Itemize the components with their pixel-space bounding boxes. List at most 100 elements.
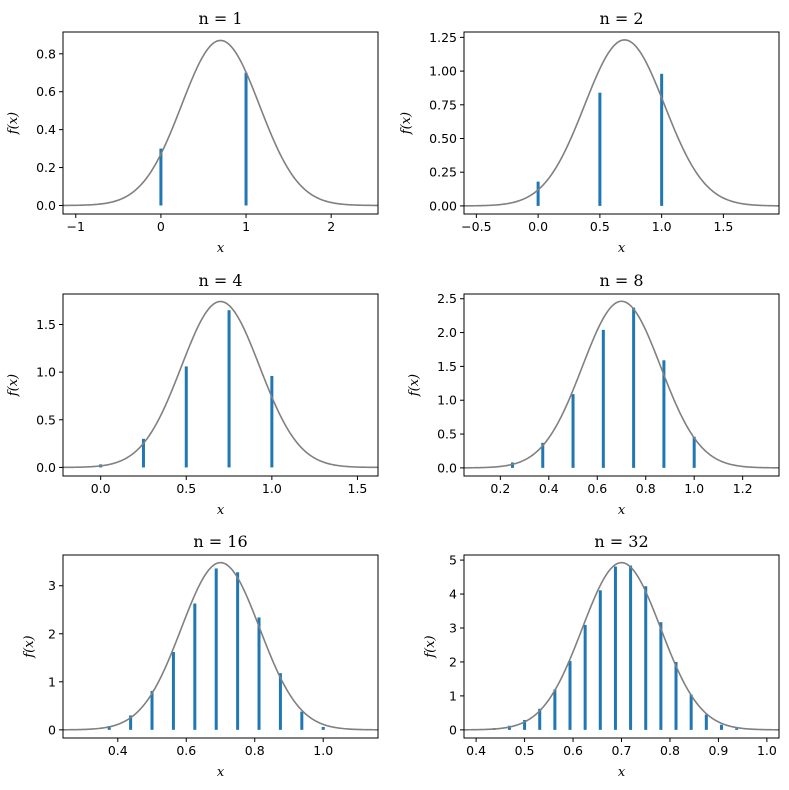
x-tick-label: 0.6: [587, 481, 607, 496]
bar: [613, 566, 617, 730]
chart-title: n = 8: [599, 271, 643, 290]
y-axis-label: f(x): [6, 374, 21, 397]
density-curve: [464, 561, 779, 731]
y-tick-label: 1.0: [437, 393, 457, 408]
x-tick-label: 1.5: [713, 219, 733, 234]
bar: [129, 715, 133, 730]
bar: [141, 438, 145, 468]
y-tick-label: 0.00: [429, 198, 457, 213]
bar: [568, 660, 572, 730]
density-curve: [63, 561, 378, 731]
x-tick-label: 0.8: [245, 743, 265, 758]
y-tick-label: 0.25: [429, 165, 457, 180]
bar: [692, 436, 696, 468]
subplot-6: 0.4 0.5 0.6 0.7 0.8 0.9 1.0 0 1 2 3 4 5 n = 32 x f(x): [423, 532, 780, 780]
y-tick-label: 1.00: [429, 64, 457, 79]
subplot-1: −1 0 1 2 0.0 0.2 0.4 0.6 0.8 n = 1 x f(x): [6, 9, 379, 256]
density-curve: [63, 39, 378, 207]
x-tick-label: 1.0: [652, 219, 672, 234]
x-tick-label: 0.6: [176, 743, 196, 758]
x-tick-label: −1: [67, 219, 85, 234]
y-tick-label: 0.8: [36, 46, 56, 61]
bar: [583, 624, 587, 730]
bar: [538, 708, 542, 730]
y-tick-label: 0.0: [36, 460, 56, 475]
bar: [159, 148, 163, 206]
x-axis-label: x: [217, 765, 225, 780]
chart-title: n = 1: [198, 9, 242, 28]
y-tick-label: 2: [48, 626, 56, 641]
y-axis-label: f(x): [22, 635, 37, 658]
y-axis-label: f(x): [407, 374, 422, 397]
bar: [184, 366, 188, 468]
bar: [659, 622, 663, 730]
bar: [598, 590, 602, 730]
x-tick-label: 1.2: [733, 481, 753, 496]
bar: [150, 690, 154, 730]
y-tick-label: 5: [449, 553, 457, 568]
bar: [541, 442, 545, 468]
bar: [278, 673, 282, 730]
x-tick-label: 0: [157, 219, 165, 234]
y-tick-label: 1.5: [36, 317, 56, 332]
bar: [236, 572, 240, 730]
y-tick-label: 3: [449, 620, 457, 635]
y-tick-label: 0.0: [36, 198, 56, 213]
subplot-2: −0.5 0.0 0.5 1.0 1.5 0.00 0.25 0.50 0.75 1.00 1.25…: [399, 9, 780, 256]
subplot-3: 0.0 0.5 1.0 1.5 0.0 0.5 1.0 1.5 n = 4 x f(x): [6, 271, 379, 518]
density-curve: [63, 300, 378, 469]
bar: [107, 725, 111, 730]
axes-frame: [463, 554, 780, 739]
x-tick-label: 0.8: [660, 743, 680, 758]
y-tick-label: 0.4: [36, 122, 56, 137]
bar: [598, 92, 602, 206]
bar: [629, 565, 633, 730]
bar: [227, 310, 231, 468]
subplot-5: 0.4 0.6 0.8 1.0 0 1 2 3 n = 16 x f(x): [22, 532, 379, 780]
y-tick-label: 0.2: [36, 160, 56, 175]
chart-title: n = 2: [599, 9, 643, 28]
bar: [689, 694, 693, 730]
bar: [536, 181, 540, 206]
bar: [300, 711, 304, 730]
bar: [553, 689, 557, 730]
bar: [321, 726, 325, 730]
axes-frame: [62, 31, 379, 215]
y-tick-label: 3: [48, 578, 56, 593]
y-tick-label: 0: [48, 722, 56, 737]
y-axis-label: f(x): [423, 635, 438, 658]
bar: [214, 568, 218, 730]
bar: [660, 73, 664, 206]
x-tick-label: 0.5: [176, 481, 196, 496]
bar: [704, 714, 708, 730]
x-tick-label: 0.0: [91, 481, 111, 496]
y-tick-label: 0.50: [429, 131, 457, 146]
bar: [193, 603, 197, 730]
density-curve: [464, 39, 779, 207]
x-tick-label: 0.8: [636, 481, 656, 496]
x-tick-label: 0.7: [612, 743, 632, 758]
y-tick-label: 4: [449, 587, 457, 602]
y-tick-label: 1.25: [429, 30, 457, 45]
bar: [257, 617, 261, 730]
y-tick-label: 1: [449, 688, 457, 703]
x-tick-label: 0.0: [528, 219, 548, 234]
axes-frame: [463, 31, 780, 215]
y-axis-label: f(x): [399, 112, 414, 135]
y-tick-label: 0: [449, 722, 457, 737]
x-tick-label: 0.2: [490, 481, 510, 496]
x-axis-label: x: [217, 241, 225, 256]
axes-frame: [463, 293, 780, 477]
bar: [171, 652, 175, 730]
bar: [662, 360, 666, 468]
x-tick-label: 1.0: [757, 743, 777, 758]
x-axis-label: x: [618, 503, 626, 518]
bar: [523, 720, 527, 730]
bar: [270, 375, 274, 468]
chart-title: n = 32: [594, 532, 648, 551]
y-axis-label: f(x): [6, 112, 21, 135]
y-tick-label: 0.6: [36, 84, 56, 99]
x-axis-label: x: [618, 241, 626, 256]
bar: [644, 586, 648, 730]
